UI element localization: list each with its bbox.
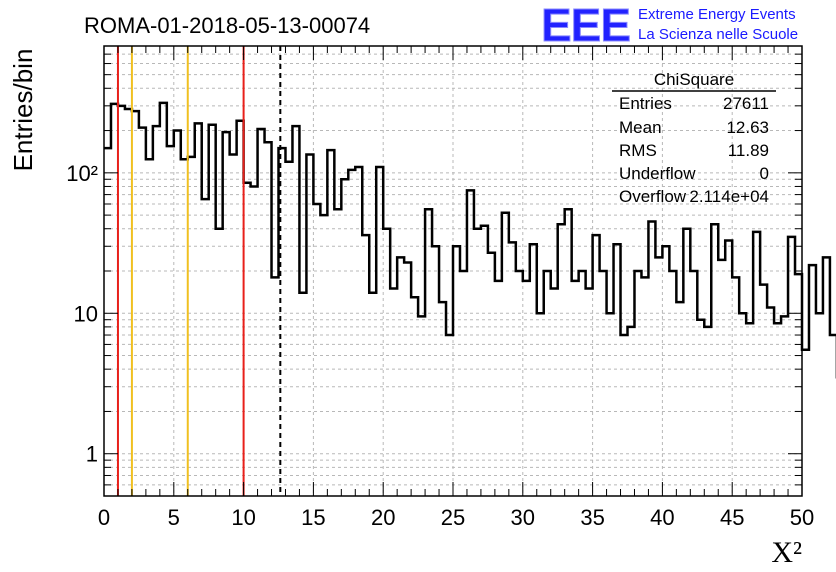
stats-value-rms: 11.89 (728, 141, 769, 160)
stats-box: ChiSquare Entries 27611 Mean 12.63 RMS 1… (612, 70, 776, 206)
stats-label-overflow: Overflow (619, 187, 687, 206)
eee-logo: EEE Extreme Energy Events La Scienza nel… (541, 0, 799, 52)
stats-label-mean: Mean (619, 118, 662, 137)
stats-value-mean: 12.63 (726, 118, 769, 137)
x-tick-label: 5 (168, 505, 180, 530)
vertical-lines-layer (116, 46, 282, 496)
y-tick-label: 10 (74, 301, 98, 326)
x-tick-label: 40 (650, 505, 674, 530)
stats-label-underflow: Underflow (619, 164, 696, 183)
histogram-outline (104, 101, 836, 379)
stats-label-entries: Entries (619, 94, 672, 113)
stats-title: ChiSquare (654, 70, 734, 89)
chart-title: ROMA-01-2018-05-13-00074 (84, 13, 370, 38)
eee-logo-mark: EEE (541, 0, 630, 51)
stats-value-overflow: 2.114e+04 (689, 187, 769, 206)
x-tick-label: 45 (720, 505, 744, 530)
x-tick-label: 50 (790, 505, 814, 530)
axes-layer: 0 5 10 15 20 25 30 35 40 45 50 1 10 10² (66, 45, 814, 530)
stats-value-entries: 27611 (723, 94, 769, 113)
x-axis-label: X² (771, 536, 802, 569)
x-tick-label: 0 (98, 505, 110, 530)
x-tick-label: 20 (371, 505, 395, 530)
y-axis-label: Entries/bin (8, 49, 38, 172)
stats-value-underflow: 0 (760, 164, 769, 183)
y-tick-label: 10² (66, 161, 98, 186)
x-tick-label: 35 (580, 505, 604, 530)
stats-label-rms: RMS (619, 141, 657, 160)
x-tick-label: 25 (441, 505, 465, 530)
eee-logo-line2: La Scienza nelle Scuole (638, 26, 798, 43)
y-tick-label: 1 (86, 442, 98, 467)
eee-logo-line1: Extreme Energy Events (638, 6, 796, 23)
x-tick-label: 10 (231, 505, 255, 530)
bars-layer (104, 101, 836, 379)
x-tick-label: 30 (511, 505, 535, 530)
x-tick-label: 15 (301, 505, 325, 530)
